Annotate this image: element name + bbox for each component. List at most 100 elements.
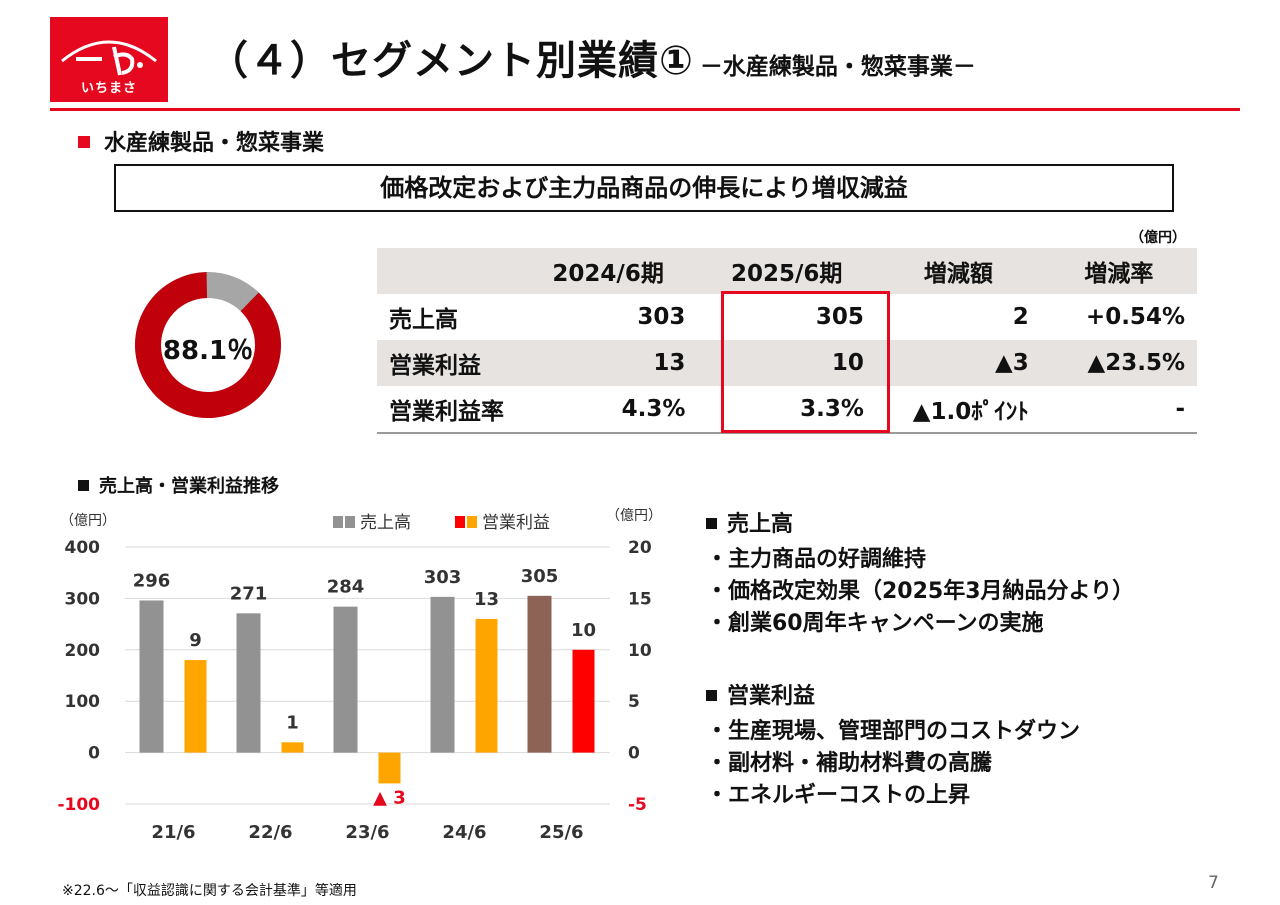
table-row: 売上高 303 305 2 +0.54% [377,294,1197,340]
table-row: 営業利益 13 10 ▲3 ▲23.5% [377,340,1197,386]
table-cell: 4.3% [621,396,686,422]
x-tick-label: 21/6 [151,822,195,843]
share-donut-chart [135,272,281,418]
legend-swatch [467,516,477,528]
table-unit-note: （億円） [1130,230,1186,246]
y-right-unit: （億円） [606,508,662,524]
notes-sales-heading: 売上高 [706,506,1134,538]
table-cell: - [1175,396,1185,422]
y-right-tick-label: 0 [628,744,640,764]
page-title-main: （４）セグメント別業績① [208,38,694,84]
x-tick-label: 22/6 [248,822,292,843]
x-tick-label: 24/6 [442,822,486,843]
x-tick-label: 25/6 [539,822,583,843]
data-label-sales: 271 [230,583,268,604]
notes-sales: 売上高 ・主力商品の好調維持 ・価格改定効果（2025年3月納品分より） ・創業… [706,506,1134,640]
data-label-profit: 1 [286,712,299,733]
table-cell: 10 [831,350,864,376]
table-cell: 305 [815,304,864,330]
bar-sales [527,595,552,753]
data-label-sales: 296 [133,570,171,591]
table-header-cell: 増減額 [923,261,993,287]
page-title: （４）セグメント別業績① －水産練製品・惣菜事業－ [208,28,976,86]
bullet-square-icon [78,136,90,148]
notes-profit: 営業利益 ・生産現場、管理部門のコストダウン ・副材料・補助材料費の高騰 ・エネ… [706,678,1080,812]
bar-profit [475,618,498,753]
list-item: ・創業60周年キャンペーンの実施 [706,611,1044,636]
donut-value-label: 88.1％ [162,336,254,366]
data-label-profit: 10 [571,620,596,641]
bar-profit [281,742,304,753]
y-right-tick-label: -5 [628,795,647,815]
notes-profit-heading: 営業利益 [706,678,1080,710]
y-left-unit: （億円） [60,513,116,529]
kpi-table: 2024/6期 2025/6期 増減額 増減率 売上高 303 305 2 +0… [377,248,1197,434]
legend-label: 売上高 [360,513,411,533]
bullet-square-icon [706,689,717,701]
list-item: ・副材料・補助材料費の高騰 [706,751,993,776]
bar-sales [333,606,358,753]
list-item: ・エネルギーコストの上昇 [706,783,971,808]
list-item: ・価格改定効果（2025年3月納品分より） [706,579,1135,604]
table-cell: 営業利益率 [389,399,504,425]
table-cell: 13 [653,350,686,376]
segment-heading: 水産練製品・惣菜事業 [78,125,324,157]
legend-label: 営業利益 [482,513,550,533]
table-cell: +0.54% [1085,304,1185,330]
table-cell: 売上高 [389,307,458,333]
y-right-tick-label: 15 [628,589,652,609]
table-header-cell: 2025/6期 [730,261,843,287]
table-cell: 2 [1012,304,1029,330]
table-cell: 303 [637,304,686,330]
footnote: ※22.6～「収益認識に関する会計基準」等適用 [62,883,357,899]
y-right-tick-label: 20 [628,538,652,558]
table-header-cell: 増減率 [1084,261,1154,287]
table-header-row: 2024/6期 2025/6期 増減額 増減率 [377,248,1197,294]
chart-heading-text: 売上高・営業利益推移 [99,476,279,497]
current-period-highlight [721,291,890,433]
logo-text: いちまさ [80,81,137,96]
data-label-profit: 9 [189,630,202,651]
notes-profit-heading-text: 営業利益 [727,684,816,709]
legend-swatch [455,516,465,528]
data-label-profit: ▲ 3 [373,787,406,808]
legend-swatch [333,516,343,528]
y-left-tick-label: 300 [65,589,101,609]
chart-heading: 売上高・営業利益推移 [78,472,279,498]
sales-profit-bar-chart: 400 300 200 100 0 -100 20 15 10 5 0 -5 （億円） （億円） 売上高 営業… [57,508,662,843]
segment-heading-text: 水産練製品・惣菜事業 [104,131,325,156]
list-item: ・主力商品の好調維持 [706,547,927,572]
bar-sales [430,596,455,753]
legend-swatch [345,516,355,528]
x-tick-label: 23/6 [345,822,389,843]
table-header-cell [377,248,519,294]
bar-profit [572,649,595,753]
notes-sales-heading-text: 売上高 [727,512,794,537]
donut-share-arc [135,272,281,418]
data-label-sales: 305 [521,566,559,587]
bullet-square-icon [78,479,89,491]
summary-box: 価格改定および主力品商品の伸長により増収減益 [114,164,1174,212]
bar-profit [378,752,401,784]
y-right-tick-label: 5 [628,692,640,712]
bar-sales [139,600,164,753]
page-number: 7 [1208,873,1219,893]
page-title-sub: －水産練製品・惣菜事業－ [699,54,976,80]
data-label-profit: 13 [474,589,499,610]
data-label-sales: 303 [424,567,462,588]
company-logo: いちまさ [50,17,168,102]
y-right-tick-label: 10 [628,641,652,661]
list-item: ・生産現場、管理部門のコストダウン [706,719,1081,744]
table-cell: ▲1.0ﾎﾟｲﾝﾄ [912,399,1029,425]
title-divider [50,108,1240,111]
table-cell: 営業利益 [389,353,481,379]
y-left-tick-label: 400 [65,538,101,558]
bullet-square-icon [706,517,717,529]
y-left-tick-label: -100 [57,795,100,815]
logo-mark [61,40,157,76]
table-cell: 3.3% [800,396,864,422]
y-left-tick-label: 0 [88,744,100,764]
bar-profit [184,660,207,753]
table-header-cell: 2024/6期 [552,261,664,287]
y-left-tick-label: 200 [65,641,101,661]
